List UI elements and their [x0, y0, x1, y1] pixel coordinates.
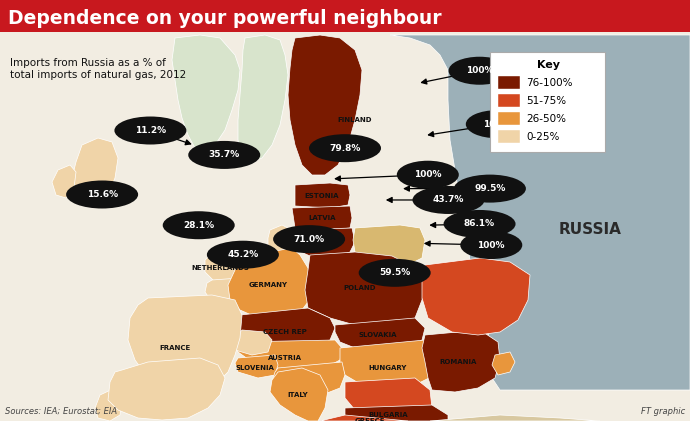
Bar [498, 130, 520, 143]
Text: 99.5%: 99.5% [474, 184, 506, 193]
Polygon shape [320, 415, 408, 421]
Text: 51-75%: 51-75% [526, 96, 566, 106]
Text: NETHERLANDS: NETHERLANDS [191, 265, 249, 271]
Polygon shape [172, 35, 240, 150]
Text: 100%: 100% [477, 240, 505, 250]
Ellipse shape [163, 211, 235, 239]
Polygon shape [238, 340, 342, 370]
Text: 15.6%: 15.6% [86, 190, 118, 199]
Ellipse shape [309, 134, 381, 162]
Polygon shape [228, 248, 310, 320]
Polygon shape [238, 35, 288, 162]
Polygon shape [353, 225, 425, 268]
Text: ITALY: ITALY [288, 392, 308, 398]
Text: FT graphic: FT graphic [641, 407, 685, 416]
Text: ESTONIA: ESTONIA [305, 193, 339, 199]
Polygon shape [292, 206, 352, 230]
Bar [0, 0, 690, 32]
Text: POLAND: POLAND [344, 285, 376, 291]
Text: 100%: 100% [483, 120, 511, 129]
Polygon shape [345, 405, 448, 421]
Text: 76-100%: 76-100% [526, 77, 573, 88]
Text: Sources: IEA; Eurostat; EIA: Sources: IEA; Eurostat; EIA [5, 407, 117, 416]
Ellipse shape [207, 241, 279, 269]
Text: GERMANY: GERMANY [248, 282, 288, 288]
Ellipse shape [413, 186, 484, 214]
Polygon shape [95, 388, 122, 421]
Text: 86.1%: 86.1% [464, 219, 495, 229]
Polygon shape [305, 252, 425, 328]
Text: total imports of natural gas, 2012: total imports of natural gas, 2012 [10, 70, 186, 80]
Bar [498, 112, 520, 125]
Bar [490, 52, 605, 152]
Polygon shape [390, 35, 690, 390]
Polygon shape [128, 295, 242, 395]
Text: CZECH REP: CZECH REP [263, 329, 307, 335]
Text: 11.2%: 11.2% [135, 126, 166, 135]
Text: BULGARIA: BULGARIA [368, 412, 408, 418]
Text: Key: Key [537, 60, 560, 70]
Bar [498, 94, 520, 107]
Polygon shape [52, 165, 76, 198]
Polygon shape [108, 358, 225, 420]
Polygon shape [345, 378, 432, 421]
Text: 28.1%: 28.1% [183, 221, 215, 230]
Polygon shape [270, 368, 328, 421]
Text: 0-25%: 0-25% [526, 131, 560, 141]
Text: 43.7%: 43.7% [433, 195, 464, 205]
Text: RUSSIA: RUSSIA [559, 223, 622, 237]
Text: 45.2%: 45.2% [227, 250, 259, 259]
Ellipse shape [460, 231, 522, 259]
Polygon shape [205, 252, 242, 282]
Text: SLOVENIA: SLOVENIA [235, 365, 275, 371]
Polygon shape [430, 415, 600, 421]
Text: HUNGARY: HUNGARY [369, 365, 407, 371]
Text: 26-50%: 26-50% [526, 114, 566, 123]
Ellipse shape [115, 117, 186, 144]
Polygon shape [268, 225, 292, 252]
Ellipse shape [454, 175, 526, 203]
Polygon shape [340, 340, 440, 388]
Polygon shape [295, 183, 350, 208]
Text: FINLAND: FINLAND [337, 117, 372, 123]
Text: LITHUANIA: LITHUANIA [297, 240, 339, 246]
Bar [498, 76, 520, 89]
Text: Dependence on your powerful neighbour: Dependence on your powerful neighbour [8, 8, 442, 27]
Ellipse shape [448, 57, 511, 85]
Polygon shape [272, 362, 345, 398]
Ellipse shape [466, 110, 528, 138]
Text: 100%: 100% [414, 170, 442, 179]
Ellipse shape [66, 181, 138, 208]
Text: 59.5%: 59.5% [379, 268, 411, 277]
Text: FRANCE: FRANCE [159, 345, 190, 351]
Polygon shape [72, 138, 118, 205]
Polygon shape [238, 308, 335, 350]
Text: ROMANIA: ROMANIA [440, 359, 477, 365]
Ellipse shape [188, 141, 260, 169]
Polygon shape [290, 228, 355, 256]
Text: LATVIA: LATVIA [308, 215, 336, 221]
Text: SLOVAKIA: SLOVAKIA [359, 332, 397, 338]
Ellipse shape [444, 210, 515, 238]
Polygon shape [288, 35, 362, 175]
Polygon shape [335, 318, 425, 352]
Polygon shape [235, 355, 278, 378]
Text: GREECE: GREECE [355, 418, 385, 421]
Polygon shape [205, 278, 248, 305]
Ellipse shape [273, 225, 345, 253]
Ellipse shape [359, 259, 431, 287]
Text: 100%: 100% [466, 66, 493, 75]
Ellipse shape [397, 161, 459, 189]
Text: 79.8%: 79.8% [329, 144, 361, 153]
Polygon shape [235, 330, 272, 355]
Polygon shape [422, 330, 500, 392]
Text: 35.7%: 35.7% [208, 150, 240, 160]
Text: AUSTRIA: AUSTRIA [268, 355, 302, 361]
Polygon shape [422, 258, 530, 335]
Text: Imports from Russia as a % of: Imports from Russia as a % of [10, 58, 166, 68]
Polygon shape [492, 352, 515, 375]
Text: 71.0%: 71.0% [293, 234, 325, 244]
